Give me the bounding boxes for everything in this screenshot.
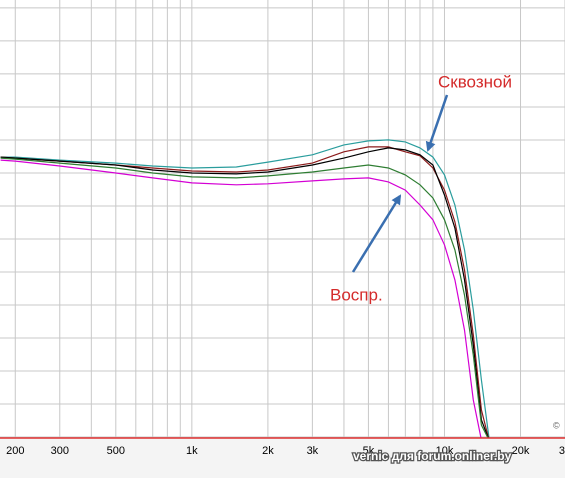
x-tick-label: 30 <box>559 445 565 457</box>
x-tick-label: 1k <box>186 445 198 457</box>
x-tick-label: 5k <box>363 445 375 457</box>
x-tick-label: 2k <box>262 445 274 457</box>
arrow <box>351 194 402 273</box>
plot-lines <box>0 139 490 438</box>
x-axis: 200 300 500 1k 2k 3k 5k 10k 20k 30 <box>6 445 565 457</box>
annotation: Воспр. <box>330 285 383 304</box>
x-tick-label: 20k <box>512 445 530 457</box>
series-line <box>0 157 489 438</box>
series-line <box>0 147 489 438</box>
x-tick-label: 3k <box>307 445 319 457</box>
arrow <box>425 94 449 152</box>
x-tick-label: 10k <box>436 445 454 457</box>
x-tick-label: 200 <box>6 445 24 457</box>
watermark: vernic для forum.onliner.by <box>353 449 512 463</box>
series-line <box>0 139 490 438</box>
series-line <box>0 146 490 438</box>
annotation: Сквозной <box>438 72 512 91</box>
grid <box>0 0 565 438</box>
series-line <box>0 159 482 438</box>
annotation: © <box>553 420 560 430</box>
x-tick-label: 300 <box>51 445 69 457</box>
x-tick-label: 500 <box>107 445 125 457</box>
axis-strip <box>0 438 565 478</box>
